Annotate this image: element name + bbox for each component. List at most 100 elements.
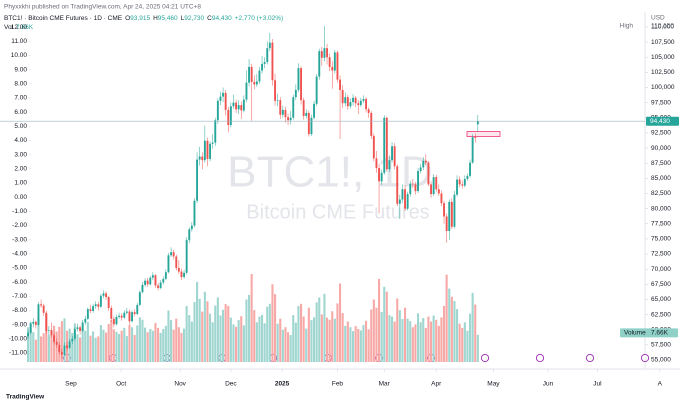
legend-change: +2,770 (+3.02%) <box>235 15 283 22</box>
candle-body <box>427 162 430 185</box>
candle-body <box>66 345 69 348</box>
volume-bar <box>370 309 373 362</box>
candle-body <box>105 293 108 298</box>
volume-bar <box>315 302 318 362</box>
candle-body <box>424 160 427 163</box>
y-tick-label: 80,000 <box>651 205 671 212</box>
volume-bar <box>120 330 123 362</box>
candle-body <box>331 66 334 71</box>
candle-body <box>34 321 37 325</box>
candle-body <box>206 140 209 159</box>
volume-bar <box>242 325 245 362</box>
volume-bar <box>294 322 297 362</box>
volume-bar <box>196 281 199 362</box>
volume-bar <box>97 336 100 362</box>
candle-body <box>279 100 282 115</box>
volume-bar <box>138 317 141 362</box>
candle-body <box>102 293 105 296</box>
volume-bar <box>390 316 394 362</box>
candle-body <box>118 315 121 318</box>
candle-body <box>359 100 362 106</box>
candle-body <box>45 312 48 331</box>
volume-bar <box>154 322 157 362</box>
candle-body <box>362 98 365 101</box>
y2-tick-label: 10.00 <box>11 52 28 59</box>
y-tick-label: 110,000 <box>651 24 674 31</box>
legend-key: L <box>181 15 185 22</box>
candle-body <box>159 282 162 288</box>
volume-bar <box>128 324 131 362</box>
candle-body <box>136 304 139 314</box>
candle-body <box>268 42 271 49</box>
candle-body <box>235 102 238 110</box>
volume-bar <box>292 315 295 362</box>
event-marker <box>585 353 595 363</box>
high-label: 110,150 <box>651 23 674 30</box>
volume-bar <box>159 332 162 362</box>
volume-bar <box>99 325 102 362</box>
event-marker <box>162 353 172 363</box>
candle-body <box>326 48 328 58</box>
candle-body <box>177 267 180 272</box>
candle-body <box>292 97 295 118</box>
candle-body <box>307 112 310 135</box>
volume-bar <box>141 319 144 362</box>
candle-body <box>27 332 30 337</box>
volume-bar <box>268 303 271 362</box>
volume-bar <box>435 319 438 362</box>
y2-tick-label: -8.00 <box>12 307 27 314</box>
y2-tick-label: 0.00 <box>14 194 27 201</box>
candles <box>27 26 479 359</box>
candle-body <box>476 121 479 125</box>
volume-bar <box>271 284 274 362</box>
candle-body <box>440 193 443 204</box>
symbol: BTC1! · Bitcoin CME Futures · 1D · CME <box>4 15 123 22</box>
volume-bar <box>255 322 258 362</box>
candle-body <box>258 70 261 82</box>
volume-bar <box>250 274 253 362</box>
candle-body <box>40 304 43 306</box>
candle-body <box>219 96 222 101</box>
volume-bar <box>102 329 105 362</box>
volume-bar <box>167 310 170 362</box>
candle-body <box>419 167 422 172</box>
candle-body <box>398 199 401 204</box>
volume-bar <box>94 337 97 362</box>
y2-tick-label: 3.00 <box>14 151 27 158</box>
y-tick-label: 100,000 <box>651 84 675 91</box>
y2-tick-label: -4.00 <box>12 251 27 258</box>
volume-bar <box>29 322 32 362</box>
candle-body <box>396 166 399 204</box>
volume-bar <box>240 316 243 362</box>
candle-body <box>146 280 149 285</box>
volume-tag <box>620 328 678 338</box>
volume-bar <box>248 294 251 362</box>
volume-bar <box>203 291 206 362</box>
volume-bar <box>466 330 469 362</box>
volume-bar <box>227 305 230 362</box>
y2-tick-label: -6.00 <box>12 279 27 286</box>
candle-body <box>320 51 323 58</box>
candle-body <box>437 189 440 194</box>
candle-body <box>196 159 199 201</box>
y-tick-label: 75,000 <box>651 236 671 243</box>
volume-bar <box>416 313 420 362</box>
candle-body <box>266 48 269 63</box>
candle-body <box>201 156 204 161</box>
candle-body <box>222 92 225 97</box>
candle-body <box>443 203 445 217</box>
candle-body <box>253 82 256 85</box>
volume-bar <box>281 329 284 362</box>
volume-bar <box>310 320 313 362</box>
volume-bar <box>450 296 453 362</box>
volume-bar <box>201 311 204 362</box>
volume-bar <box>377 278 381 362</box>
volume-bar <box>27 327 30 362</box>
candle-body <box>461 184 464 186</box>
volume-bar <box>409 321 412 362</box>
volume-bar <box>471 292 474 362</box>
volume-bar <box>364 320 368 362</box>
candle-body <box>71 338 74 342</box>
y2-tick-label: -3.00 <box>12 236 27 243</box>
volume-bar <box>209 313 212 362</box>
